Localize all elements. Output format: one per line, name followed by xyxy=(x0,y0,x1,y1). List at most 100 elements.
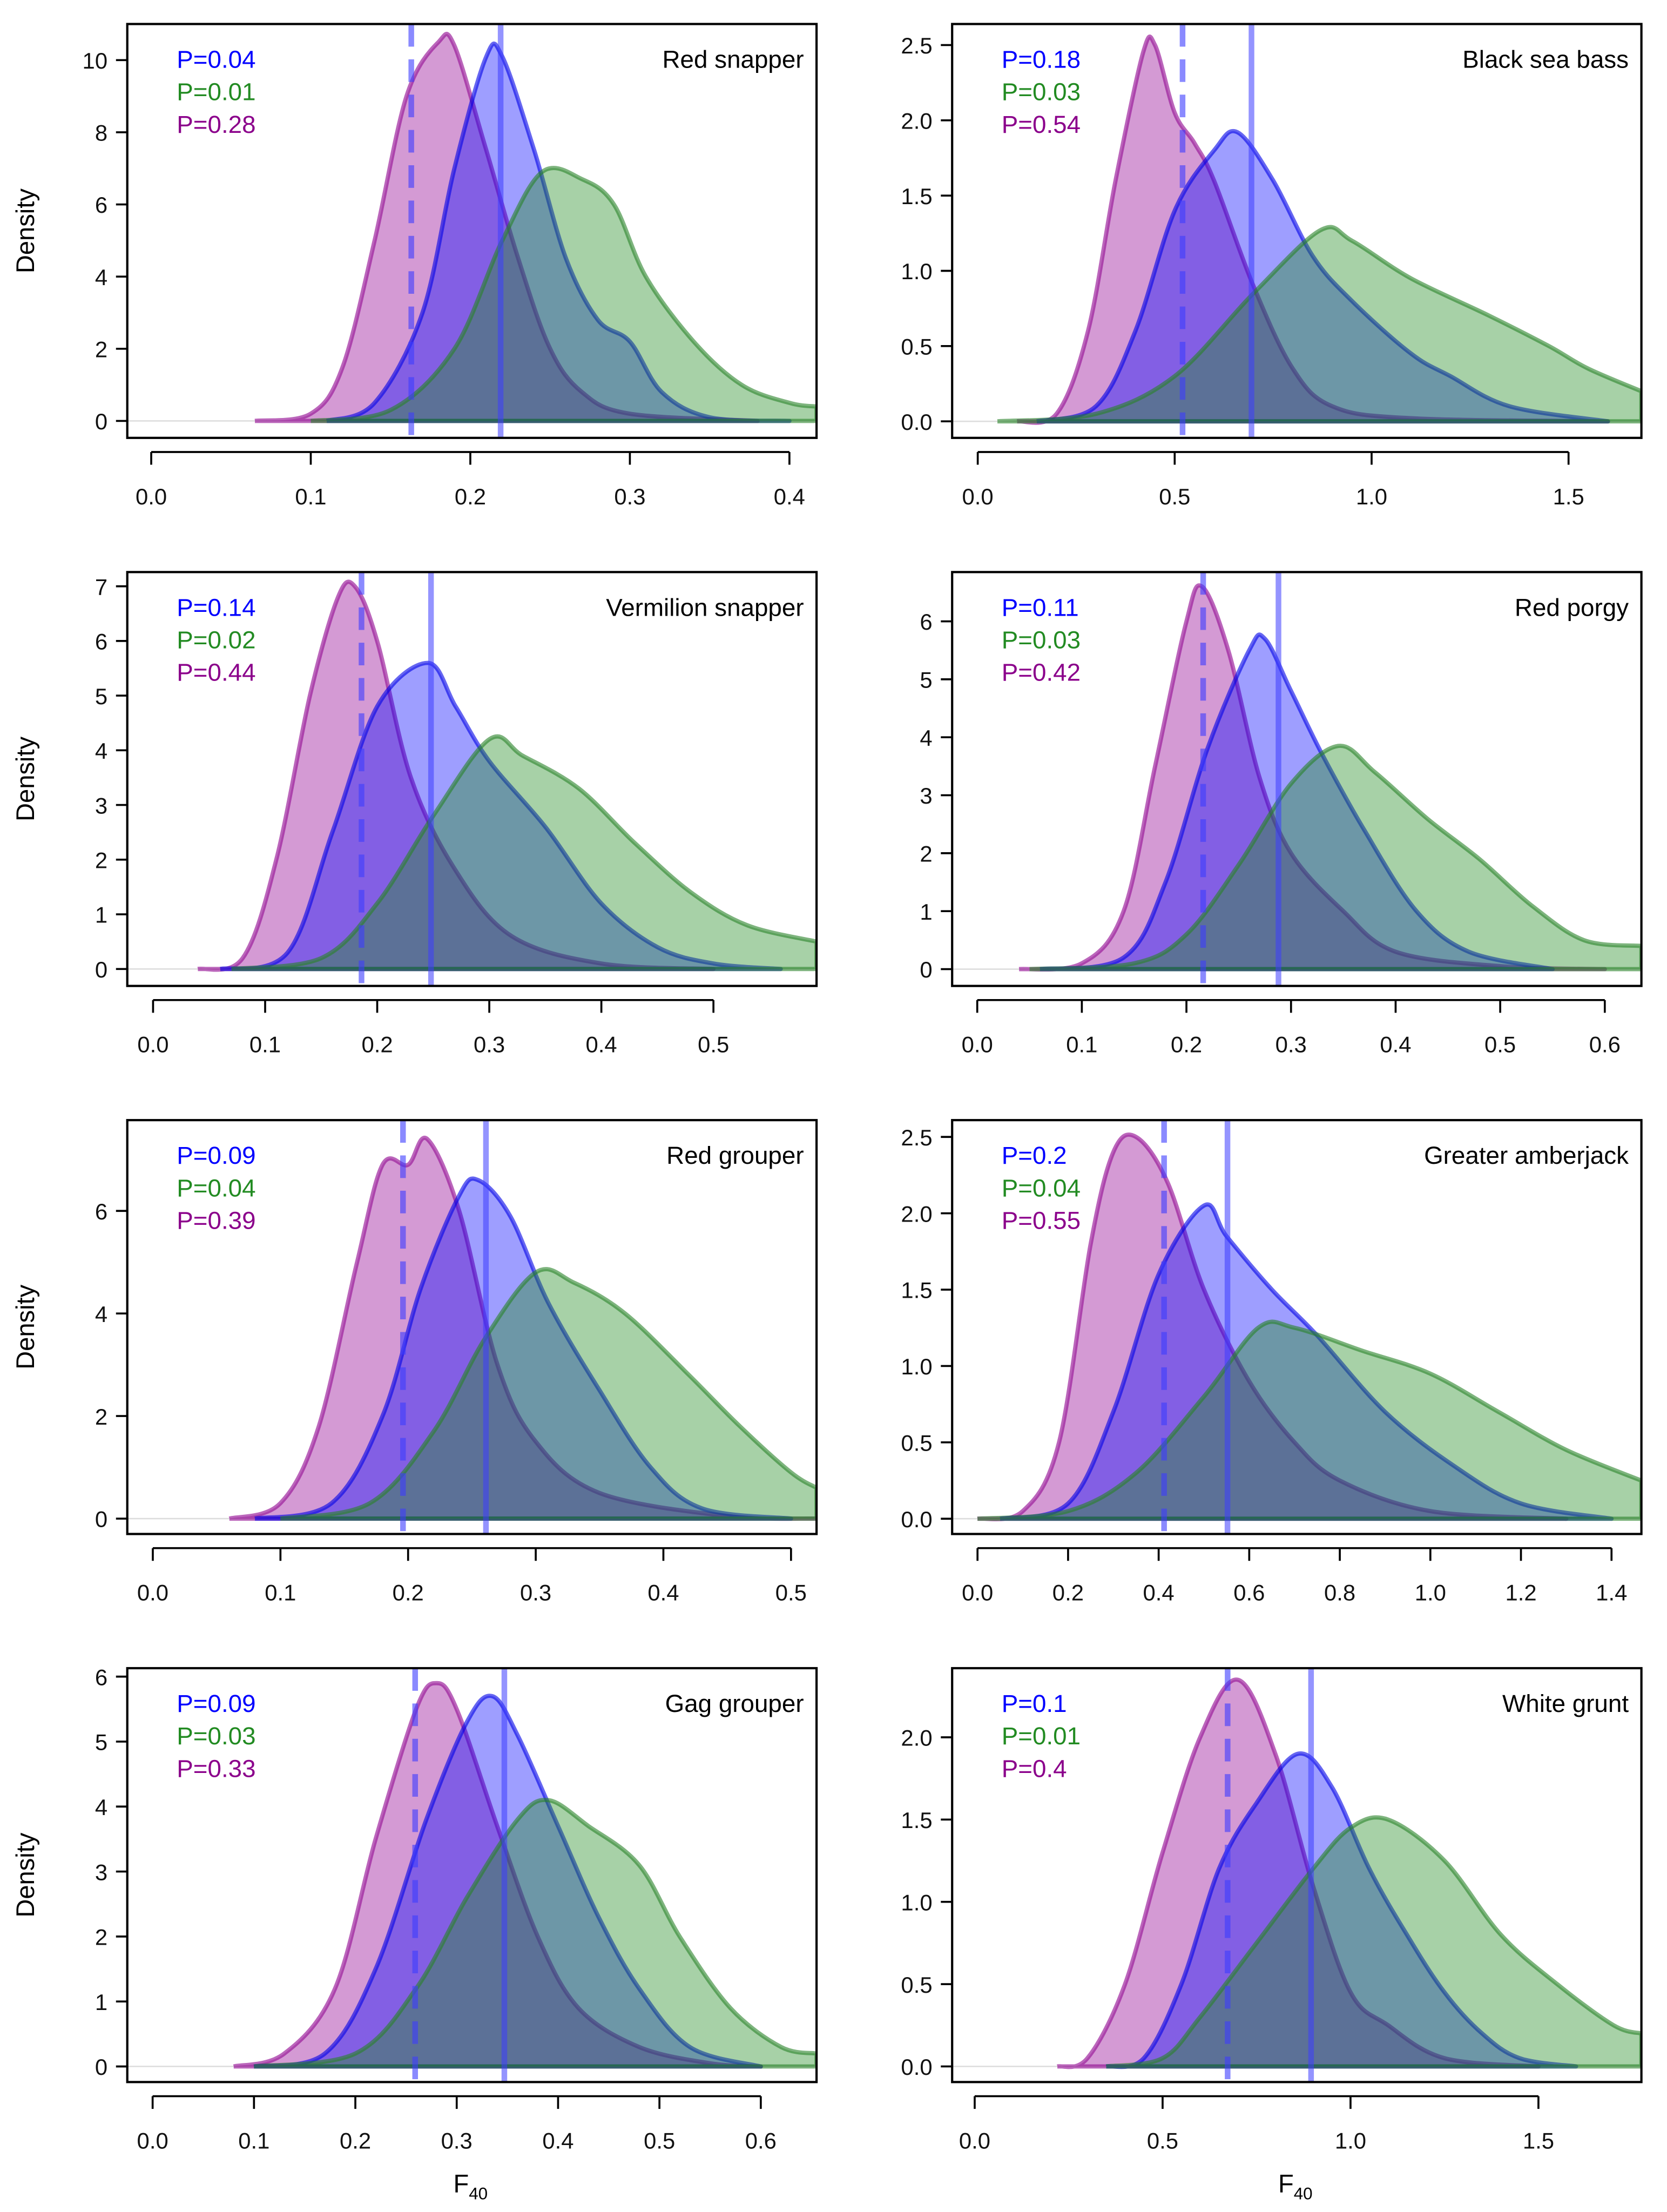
panel-red-snapper: 0 2 4 6 8 10 0.0 0.1 0.2 0.3 0.4 Red snapper P=0.04 P… xyxy=(11,23,818,509)
y-tick-label: 10 xyxy=(83,48,108,73)
x-tick-label: 0.4 xyxy=(1143,1580,1175,1605)
x-tick-label: 0.0 xyxy=(137,1580,168,1605)
x-tick-label: 0.4 xyxy=(542,2128,573,2153)
y-tick-label: 0 xyxy=(920,957,932,982)
x-tick-label: 1.2 xyxy=(1505,1580,1536,1605)
y-tick-label: 0.5 xyxy=(901,1972,932,1998)
density-area-blue xyxy=(1000,1204,1612,1519)
x-tick-label: 0.1 xyxy=(265,1580,296,1605)
p-value-green: P=0.02 xyxy=(177,626,255,654)
density-area-green xyxy=(1029,745,1642,969)
x-tick-label: 0.2 xyxy=(361,1032,393,1057)
panel-title: Gag grouper xyxy=(665,1690,804,1717)
y-tick-label: 6 xyxy=(920,609,932,635)
x-tick-label: 0.1 xyxy=(249,1032,281,1057)
x-tick-label: 0.4 xyxy=(774,484,805,509)
x-tick-label: 0.4 xyxy=(586,1032,617,1057)
density-line-green xyxy=(231,734,817,972)
p-value-blue: P=0.09 xyxy=(177,1142,255,1169)
density-line-blue xyxy=(1036,129,1610,424)
y-axis-label: Density xyxy=(11,1284,39,1369)
p-value-blue: P=0.18 xyxy=(1002,46,1081,73)
y-tick-label: 4 xyxy=(95,265,107,290)
density-area-green xyxy=(977,1321,1642,1519)
x-tick-label: 0.2 xyxy=(455,484,486,509)
density-line-purple xyxy=(1018,583,1607,972)
x-tick-label: 0.0 xyxy=(959,2128,990,2153)
panel-title: White grunt xyxy=(1502,1690,1629,1717)
density-line-blue xyxy=(220,660,783,972)
density-area-purple xyxy=(1019,585,1605,970)
density-area-green xyxy=(280,1269,817,1519)
x-axis-label-right: F40 xyxy=(1278,2169,1313,2203)
density-area-purple xyxy=(198,582,714,970)
p-value-green: P=0.04 xyxy=(1002,1174,1081,1202)
panel-title: Red porgy xyxy=(1515,594,1629,621)
x-tick-label: 0.4 xyxy=(1380,1032,1411,1057)
p-value-blue: P=0.14 xyxy=(177,594,255,621)
y-tick-label: 2.0 xyxy=(901,1725,932,1751)
y-tick-label: 0 xyxy=(95,2054,107,2080)
y-tick-label: 0.5 xyxy=(901,334,932,360)
plot-box xyxy=(126,1667,818,2083)
y-tick-label: 1.0 xyxy=(901,259,932,284)
plot-area xyxy=(127,572,817,986)
x-tick-label: 0.6 xyxy=(1233,1580,1265,1605)
density-area-blue xyxy=(1040,635,1553,969)
x-tick-label: 0.0 xyxy=(137,2128,168,2153)
x-tick-label: 0.0 xyxy=(962,1032,993,1057)
panel-title: Greater amberjack xyxy=(1424,1142,1629,1169)
density-line-green xyxy=(253,1798,817,2069)
x-tick-label: 1.0 xyxy=(1356,484,1387,509)
x-axis-label-left: F40 xyxy=(453,2169,488,2203)
y-tick-label: 0.0 xyxy=(901,1507,932,1532)
density-area-purple xyxy=(1057,1680,1538,2067)
x-tick-label: 1.4 xyxy=(1596,1580,1627,1605)
p-value-purple: P=0.33 xyxy=(177,1755,255,1782)
y-tick-label: 2 xyxy=(95,336,107,362)
density-area-purple xyxy=(229,1137,817,1519)
y-tick-label: 2 xyxy=(920,841,932,867)
plot-box xyxy=(951,1119,1643,1535)
y-tick-label: 6 xyxy=(95,629,107,655)
x-tick-label: 0.2 xyxy=(340,2128,371,2153)
x-tick-label: 0.5 xyxy=(1147,2128,1178,2153)
y-tick-label: 1.5 xyxy=(901,1278,932,1303)
x-tick-label: 0.6 xyxy=(745,2128,777,2153)
density-line-blue xyxy=(326,41,792,423)
plot-area xyxy=(127,1120,817,1534)
y-tick-label: 2 xyxy=(95,848,107,873)
y-axis-label: Density xyxy=(11,188,39,273)
x-tick-label: 0.2 xyxy=(393,1580,424,1605)
y-tick-label: 0.0 xyxy=(901,409,932,435)
panel-red-grouper: 0 2 4 6 0.0 0.1 0.2 0.3 0.4 0.5 Red grouper P=0.09 P… xyxy=(11,1119,818,1605)
density-line-blue xyxy=(1105,1751,1578,2069)
y-tick-label: 6 xyxy=(95,1199,107,1224)
y-tick-label: 5 xyxy=(95,684,107,709)
y-tick-label: 4 xyxy=(95,1301,107,1327)
density-line-green xyxy=(997,225,1642,424)
y-tick-label: 2.0 xyxy=(901,109,932,134)
plot-area xyxy=(952,572,1642,986)
density-line-green xyxy=(1106,1815,1642,2069)
density-line-purple xyxy=(228,1135,817,1521)
density-line-green xyxy=(280,1267,817,1521)
x-tick-label: 0.3 xyxy=(520,1580,551,1605)
plot-box xyxy=(951,571,1643,987)
p-value-purple: P=0.39 xyxy=(177,1207,255,1235)
panel-title: Black sea bass xyxy=(1462,46,1629,73)
density-area-blue xyxy=(255,1178,791,1519)
y-tick-label: 0 xyxy=(95,957,107,982)
plot-area xyxy=(952,24,1642,438)
panel-greater-amberjack: 0.0 0.5 1.0 1.5 2.0 2.5 0.0 0.2 0.4 0.6 0.8 1.0 1.2 1… xyxy=(901,1119,1643,1605)
plot-box xyxy=(951,1667,1643,2083)
x-tick-label: 1.0 xyxy=(1335,2128,1366,2153)
x-tick-label: 0.0 xyxy=(137,1032,168,1057)
x-tick-label: 0.0 xyxy=(962,484,994,509)
y-axis-label: Density xyxy=(11,737,39,821)
x-tick-label: 0.3 xyxy=(1275,1032,1307,1057)
plot-area xyxy=(952,1668,1642,2082)
plot-box xyxy=(126,23,818,439)
p-value-green: P=0.03 xyxy=(177,1722,255,1750)
